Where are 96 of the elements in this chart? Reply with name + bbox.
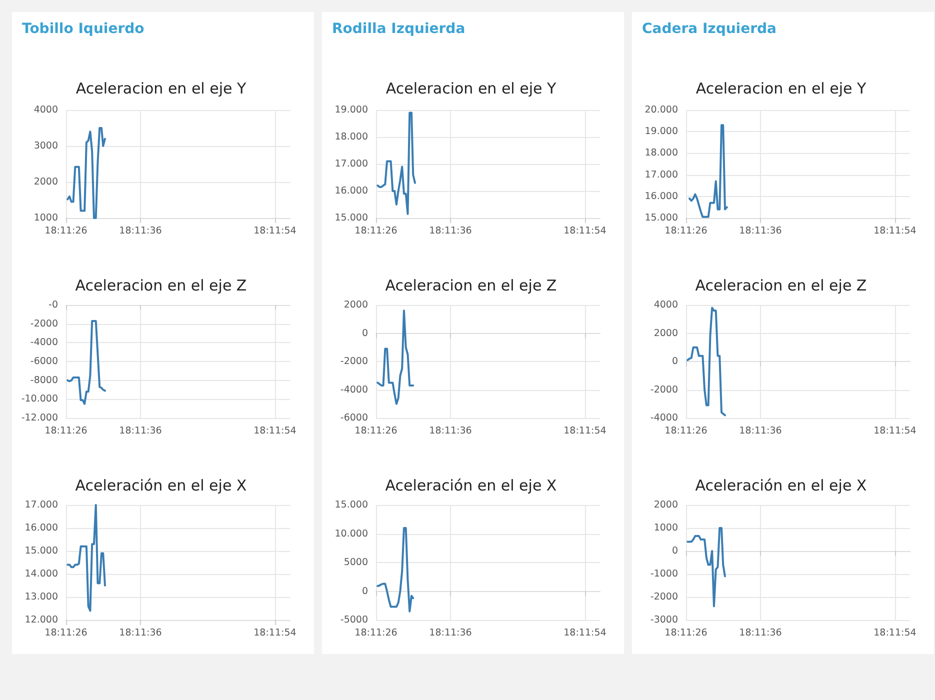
y-tick-label: 10.000 [334,528,368,540]
y-tick-label: 0 [362,328,368,339]
x-tick-label: 18:11:26 [354,226,398,236]
x-tick-label: 18:11:26 [664,226,708,236]
y-tick-label: -2000 [340,356,368,367]
y-tick-label: 4000 [654,300,678,310]
line-series [376,527,414,612]
line-series [66,127,106,219]
x-tick-label: 18:11:26 [354,426,398,436]
x-tick-label: 18:11:26 [664,628,708,638]
x-tick-label: 18:11:36 [429,628,472,638]
y-tick-label: 3000 [34,140,58,152]
line-series [686,527,726,608]
text: Tobillo Iquierdo [22,21,145,37]
x-tick-label: 18:11:26 [664,426,708,436]
y-tick-label: 14.000 [24,568,58,580]
chart-title: Aceleración en el eje X [75,476,247,494]
y-tick-label: 15.000 [644,212,678,224]
y-tick-label: 17.000 [644,169,678,180]
y-tick-label: -10.000 [21,394,58,405]
chart-title: Aceleracion en el eje Z [695,276,867,294]
x-tick-label: 18:11:26 [44,628,88,638]
x-tick-label: 18:11:54 [874,226,916,236]
x-tick-label: 18:11:36 [429,226,472,236]
y-tick-label: 5000 [344,557,368,568]
x-tick-label: 18:11:54 [254,226,296,236]
x-tick-label: 18:11:36 [119,426,162,436]
y-tick-label: 2000 [654,328,678,339]
x-tick-label: 18:11:54 [254,628,296,638]
y-tick-label: 19.000 [334,104,368,116]
y-tick-label: -8000 [30,374,58,386]
y-tick-label: -4000 [650,412,678,424]
line-series [66,504,106,612]
chart-title: Aceleración en el eje X [385,476,557,494]
y-tick-label: 15.000 [334,500,368,510]
y-tick-label: 1000 [34,212,58,224]
y-tick-label: 18.000 [644,148,678,159]
y-tick-label: -1000 [650,568,678,580]
y-tick-label: 2000 [344,300,368,310]
y-tick-label: 16.000 [644,190,678,202]
x-tick-label: 18:11:54 [564,426,606,436]
x-tick-label: 18:11:54 [874,426,916,436]
line-series [376,112,416,215]
line-series [66,320,106,405]
y-tick-label: -5000 [340,614,368,626]
y-tick-label: -2000 [650,592,678,602]
y-tick-label: 2000 [34,176,58,188]
text: Rodilla Izquierda [332,21,466,37]
y-tick-label: 16.000 [24,522,58,534]
y-tick-label: 1000 [654,522,678,534]
chart-title: Aceleración en el eje X [695,476,867,494]
y-tick-label: 16.000 [334,186,368,196]
y-tick-label: 0 [362,586,368,597]
y-tick-label: 12.000 [24,614,58,626]
x-tick-label: 18:11:36 [119,226,162,236]
y-tick-label: 18.000 [334,132,368,142]
chart-title: Aceleracion en el eje Z [385,276,557,294]
chart-title: Aceleracion en el eje Y [696,80,867,98]
y-tick-label: -12.000 [21,412,58,424]
y-tick-label: -2000 [30,318,58,330]
y-tick-label: 0 [672,546,678,556]
y-tick-label: -3000 [650,614,678,626]
x-tick-label: 18:11:54 [254,426,296,436]
text: Cadera Izquierda [642,21,776,37]
x-tick-label: 18:11:26 [354,628,398,638]
y-tick-label: 0 [672,356,678,367]
x-tick-label: 18:11:36 [119,628,162,638]
x-tick-label: 18:11:36 [739,628,782,638]
chart-title: Aceleracion en el eje Z [75,276,247,294]
x-tick-label: 18:11:54 [874,628,916,638]
y-tick-label: 13.000 [24,592,58,602]
line-series [688,124,728,218]
y-tick-label: -4000 [30,337,58,348]
y-tick-label: 15.000 [334,212,368,224]
y-tick-label: -0 [48,300,58,310]
y-tick-label: -2000 [650,384,678,396]
y-tick-label: 4000 [34,104,58,116]
x-tick-label: 18:11:26 [44,226,88,236]
y-tick-label: 20.000 [644,104,678,116]
x-tick-label: 18:11:36 [739,226,782,236]
y-tick-label: 19.000 [644,126,678,138]
x-tick-label: 18:11:36 [739,426,782,436]
y-tick-label: -4000 [340,384,368,396]
x-tick-label: 18:11:36 [429,426,472,436]
y-tick-label: -6000 [340,412,368,424]
chart-title: Aceleracion en el eje Y [386,80,557,98]
x-tick-label: 18:11:26 [44,426,88,436]
x-tick-label: 18:11:54 [564,226,606,236]
y-tick-label: 2000 [654,500,678,510]
y-tick-label: -6000 [30,356,58,367]
x-tick-label: 18:11:54 [564,628,606,638]
line-series [376,310,414,405]
y-tick-label: 15.000 [24,546,58,556]
y-tick-label: 17.000 [24,500,58,510]
y-tick-label: 17.000 [334,158,368,170]
chart-title: Aceleracion en el eje Y [76,80,247,98]
